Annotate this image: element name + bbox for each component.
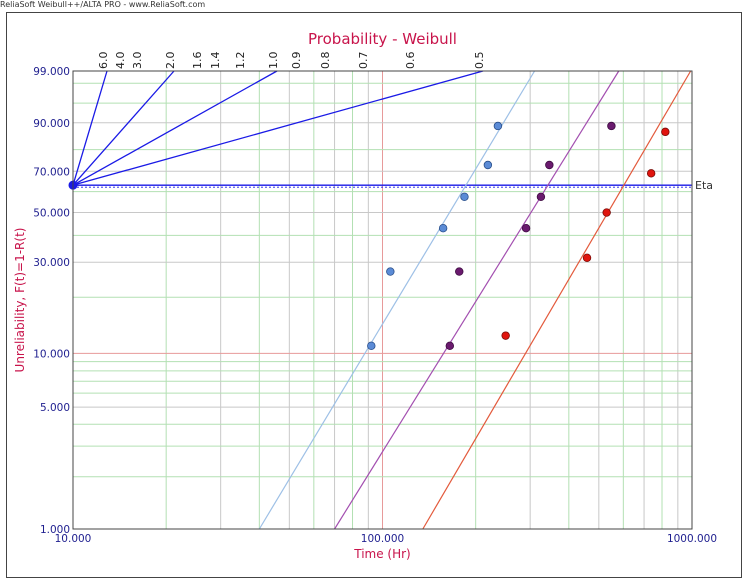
beta-line xyxy=(72,70,484,186)
x-tick-label: 100.000 xyxy=(361,533,404,545)
x-tick-label: 1000.000 xyxy=(667,533,717,545)
x-tick-label: 10.000 xyxy=(55,533,92,545)
axis-labels: 1.000 5.000 10.000 30.000 50.000 70.000 90.000… xyxy=(33,66,717,545)
fit-line-series-3 xyxy=(422,70,692,530)
data-point-series-2 xyxy=(536,192,546,202)
beta-scale-label: 0.9 xyxy=(290,52,303,70)
beta-scale-label: 6.0 xyxy=(97,52,110,70)
beta-scale-label: 0.5 xyxy=(473,52,486,70)
watermark-text: ReliaSoft Weibull++/ALTA PRO - www.Relia… xyxy=(0,0,206,9)
beta-scale-label: 0.8 xyxy=(319,52,332,70)
y-tick-label: 90.000 xyxy=(33,118,70,130)
data-point-series-2 xyxy=(607,121,616,131)
beta-scale-label: 1.0 xyxy=(267,52,280,70)
data-point-series-3 xyxy=(602,208,611,217)
fit-line-series-1 xyxy=(258,70,536,530)
eta-label: Eta xyxy=(695,179,713,192)
data-point-series-3 xyxy=(661,127,670,137)
data-point-series-2 xyxy=(521,224,531,233)
beta-scale-label: 1.2 xyxy=(234,52,247,70)
chart-title: Probability - Weibull xyxy=(308,30,457,48)
beta-scale-label: 1.4 xyxy=(209,52,222,70)
data-point-series-2 xyxy=(445,341,455,351)
x-axis-label: Time (Hr) xyxy=(353,547,411,561)
grid-lines xyxy=(73,71,692,529)
data-point-series-2 xyxy=(545,160,554,170)
beta-line xyxy=(72,70,175,186)
y-tick-label: 30.000 xyxy=(33,257,70,269)
chart-frame xyxy=(6,12,742,578)
data-point-series-1 xyxy=(483,160,493,170)
data-point-series-2 xyxy=(455,267,464,276)
y-axis-label: Unreliability, F(t)=1-R(t) xyxy=(13,228,27,373)
data-point-series-3 xyxy=(501,331,510,340)
beta-line xyxy=(72,70,278,186)
y-tick-label: 5.000 xyxy=(40,402,70,414)
data-point-series-1 xyxy=(367,341,376,351)
y-tick-label: 1.000 xyxy=(40,524,70,536)
beta-scale-label: 2.0 xyxy=(164,52,177,70)
beta-scale-label: 1.6 xyxy=(191,52,204,70)
data-point-series-1 xyxy=(493,121,503,131)
beta-line xyxy=(72,70,108,186)
plot-area-border xyxy=(72,70,693,530)
beta-scale: 6.0 4.0 3.0 2.0 1.6 1.4 1.2 1.0 0.9 0.8 0.7 0.6 0.5 xyxy=(68,52,692,190)
data-point-series-1 xyxy=(460,192,469,202)
data-point-series-1 xyxy=(438,224,448,233)
beta-scale-label: 0.7 xyxy=(357,52,370,70)
data-point-series-3 xyxy=(646,169,656,178)
beta-scale-label: 0.6 xyxy=(404,52,417,70)
y-tick-label: 99.000 xyxy=(33,66,70,78)
y-tick-label: 50.000 xyxy=(33,208,70,220)
data-point-series-3 xyxy=(582,253,592,263)
beta-scale-label: 3.0 xyxy=(131,52,144,70)
y-tick-label: 10.000 xyxy=(33,348,70,360)
beta-scale-label: 4.0 xyxy=(114,52,127,70)
data-series xyxy=(258,70,692,530)
data-point-series-1 xyxy=(386,267,395,276)
y-tick-label: 70.000 xyxy=(33,166,70,178)
fit-line-series-2 xyxy=(334,70,620,530)
